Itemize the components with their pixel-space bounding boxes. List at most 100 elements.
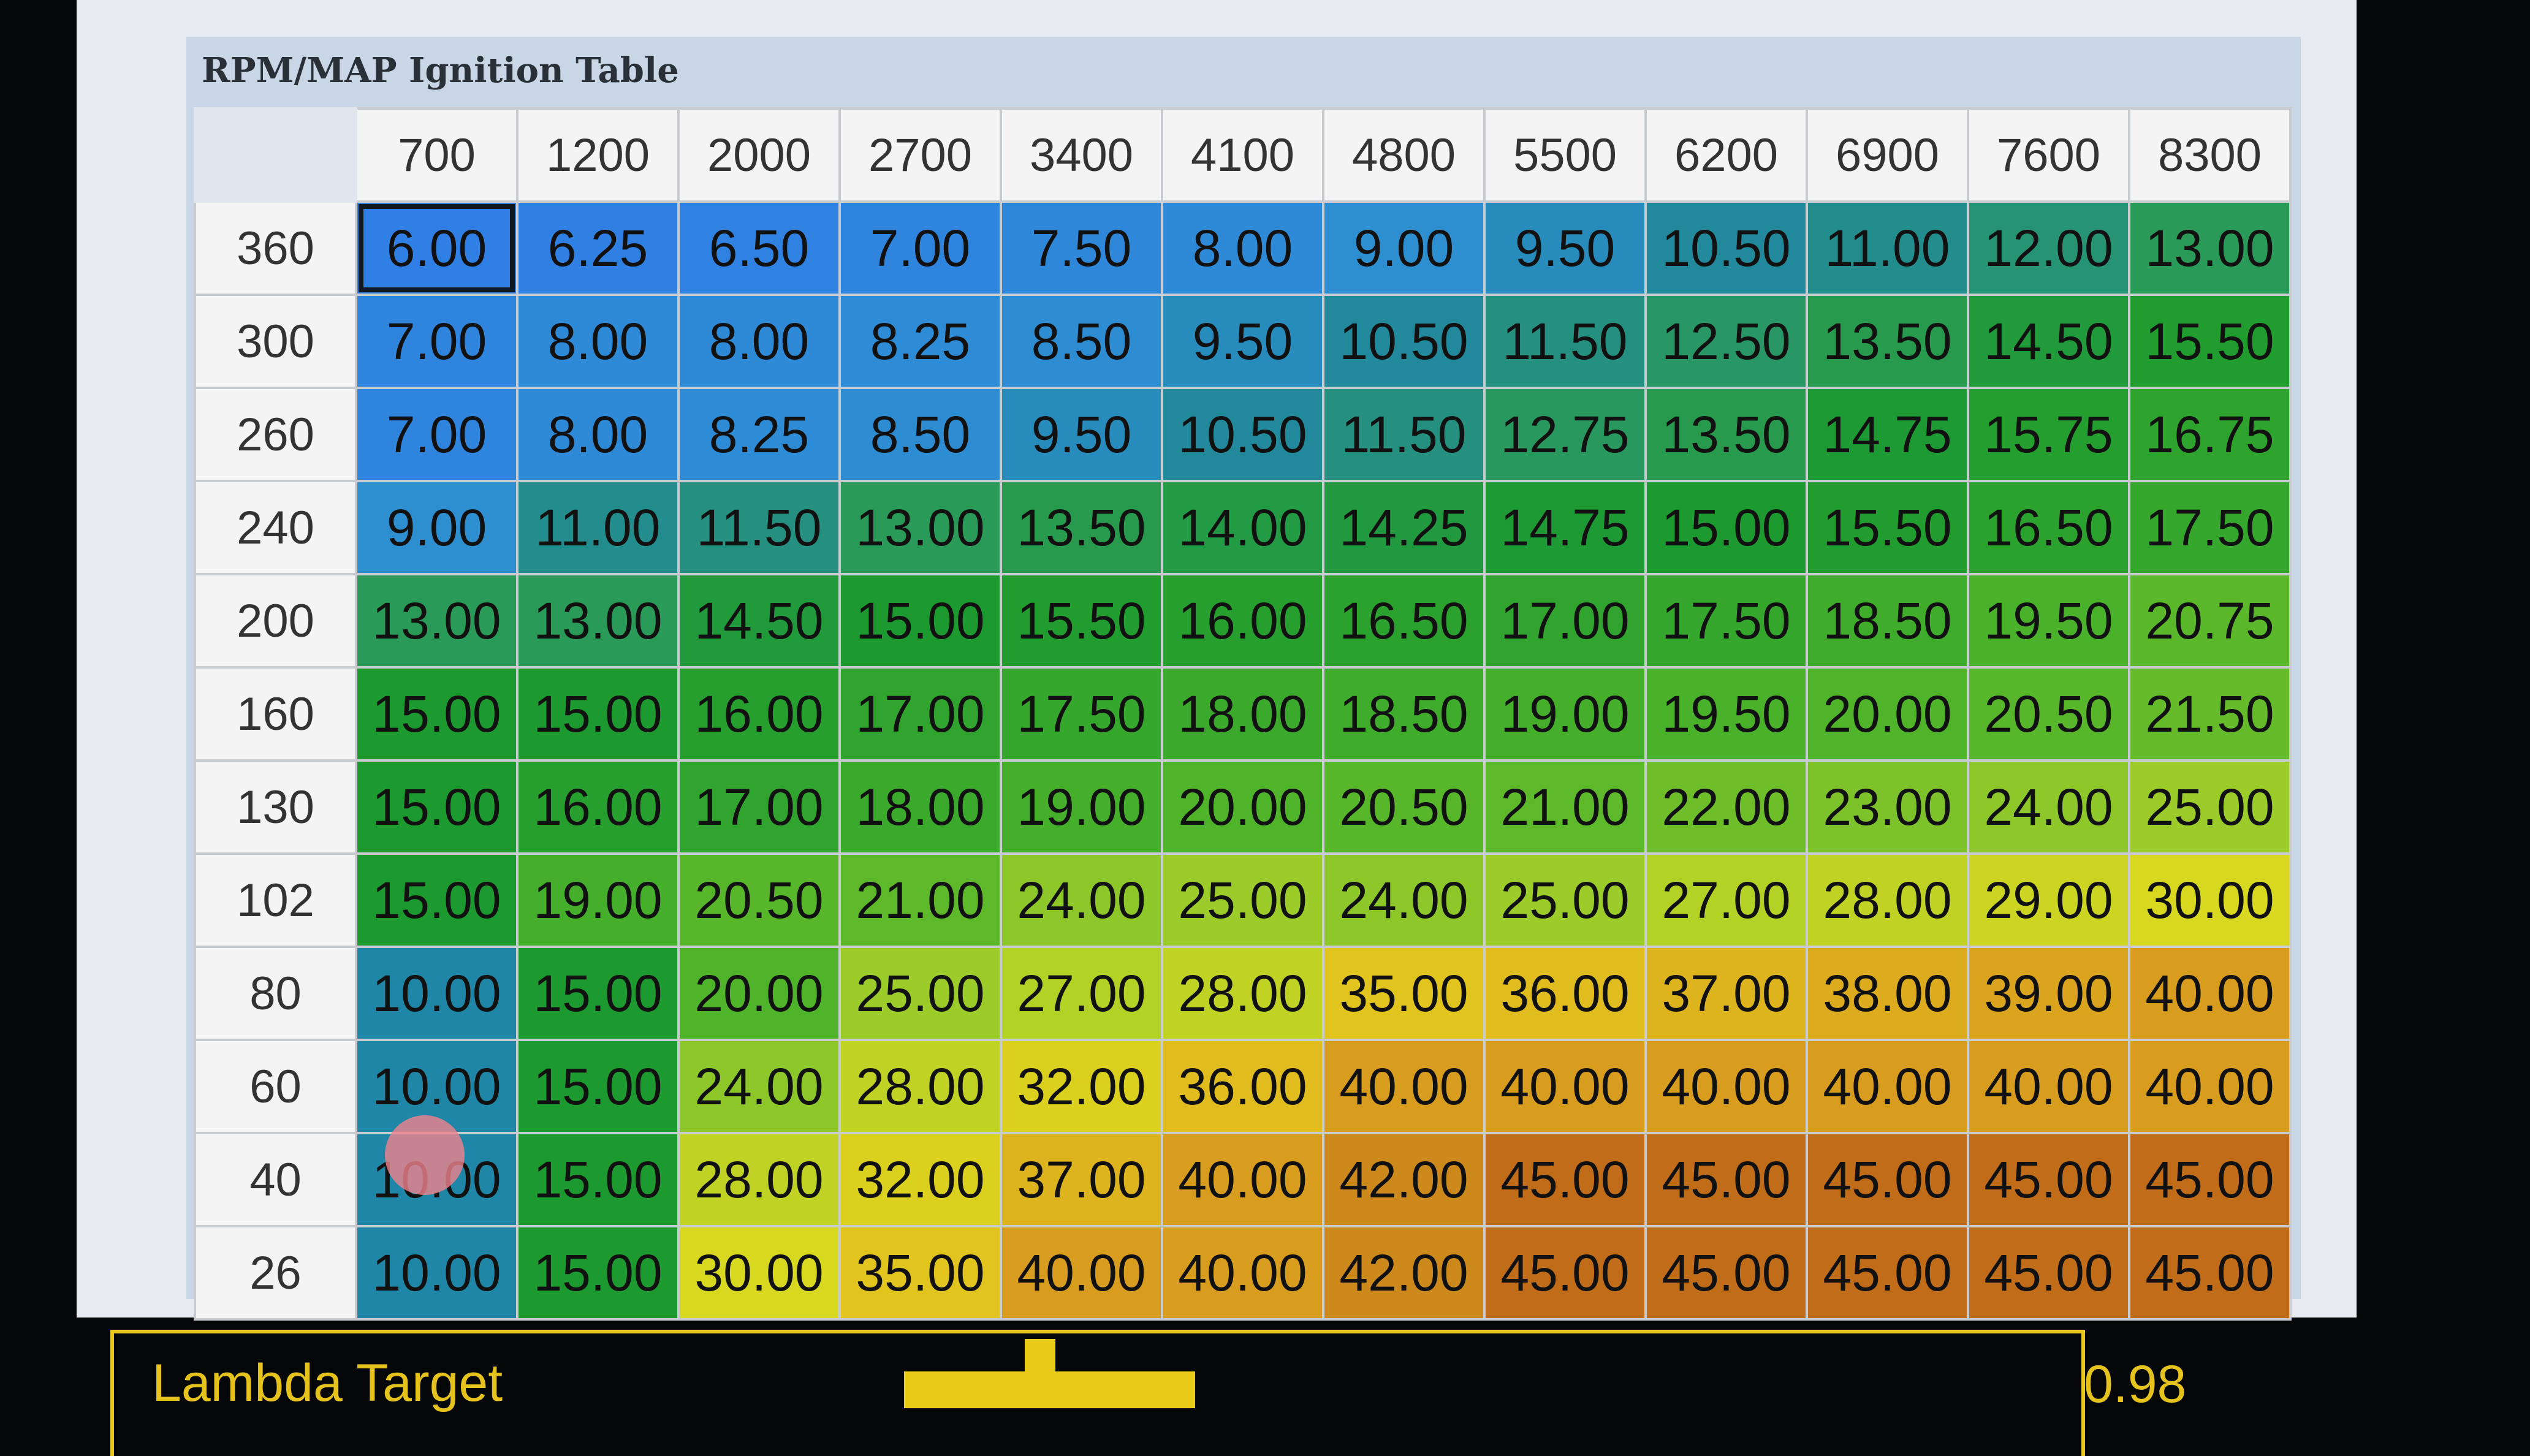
table-cell[interactable]: 18.50: [1322, 666, 1486, 762]
table-cell[interactable]: 13.50: [1806, 294, 1969, 389]
table-cell[interactable]: 24.00: [1967, 759, 2130, 855]
table-cell[interactable]: 19.50: [1644, 666, 1808, 762]
table-cell[interactable]: 42.00: [1322, 1132, 1486, 1227]
table-cell[interactable]: 20.00: [1161, 759, 1324, 855]
table-cell[interactable]: 38.00: [1806, 946, 1969, 1041]
table-cell[interactable]: 37.00: [1000, 1132, 1163, 1227]
table-cell[interactable]: 15.00: [516, 946, 680, 1041]
table-cell[interactable]: 16.50: [1967, 480, 2130, 575]
table-cell[interactable]: 19.50: [1967, 573, 2130, 669]
table-cell[interactable]: 15.00: [516, 1225, 680, 1321]
table-cell[interactable]: 35.00: [838, 1225, 1002, 1321]
map-header[interactable]: 260: [194, 387, 357, 482]
table-cell[interactable]: 21.00: [838, 852, 1002, 948]
map-header[interactable]: 80: [194, 946, 357, 1041]
table-cell[interactable]: 10.50: [1161, 387, 1324, 482]
table-cell[interactable]: 12.75: [1483, 387, 1647, 482]
table-cell[interactable]: 10.00: [355, 1225, 519, 1321]
table-cell[interactable]: 7.00: [838, 200, 1002, 296]
table-cell[interactable]: 13.00: [516, 573, 680, 669]
map-header[interactable]: 60: [194, 1039, 357, 1134]
table-cell[interactable]: 10.00: [355, 946, 519, 1041]
table-cell[interactable]: 40.00: [1483, 1039, 1647, 1134]
table-cell[interactable]: 9.00: [1322, 200, 1486, 296]
table-cell[interactable]: 15.75: [1967, 387, 2130, 482]
table-cell[interactable]: 39.00: [1967, 946, 2130, 1041]
table-cell[interactable]: 8.25: [838, 294, 1002, 389]
table-cell[interactable]: 12.50: [1644, 294, 1808, 389]
table-cell[interactable]: 14.75: [1483, 480, 1647, 575]
table-cell[interactable]: 24.00: [1000, 852, 1163, 948]
table-cell[interactable]: 28.00: [677, 1132, 841, 1227]
table-cell[interactable]: 17.50: [2128, 480, 2292, 575]
table-cell[interactable]: 20.50: [1967, 666, 2130, 762]
table-cell[interactable]: 20.00: [677, 946, 841, 1041]
table-cell[interactable]: 16.00: [516, 759, 680, 855]
table-cell[interactable]: 15.00: [516, 1132, 680, 1227]
map-header[interactable]: 160: [194, 666, 357, 762]
table-cell[interactable]: 40.00: [1161, 1132, 1324, 1227]
table-cell[interactable]: 40.00: [1806, 1039, 1969, 1134]
table-cell[interactable]: 45.00: [1644, 1132, 1808, 1227]
table-cell[interactable]: 20.75: [2128, 573, 2292, 669]
table-cell[interactable]: 8.00: [516, 294, 680, 389]
table-cell[interactable]: 16.50: [1322, 573, 1486, 669]
lambda-target-panel[interactable]: Lambda Target: [110, 1330, 2085, 1456]
table-cell[interactable]: 42.00: [1322, 1225, 1486, 1321]
table-cell[interactable]: 40.00: [1322, 1039, 1486, 1134]
table-cell[interactable]: 28.00: [1161, 946, 1324, 1041]
map-header[interactable]: 26: [194, 1225, 357, 1321]
rpm-header[interactable]: 4100: [1161, 107, 1324, 203]
table-cell[interactable]: 20.50: [1322, 759, 1486, 855]
table-cell[interactable]: 23.00: [1806, 759, 1969, 855]
table-cell[interactable]: 18.00: [838, 759, 1002, 855]
table-cell[interactable]: 20.00: [1806, 666, 1969, 762]
map-header[interactable]: 360: [194, 200, 357, 296]
map-header[interactable]: 240: [194, 480, 357, 575]
table-cell[interactable]: 45.00: [2128, 1225, 2292, 1321]
map-header[interactable]: 300: [194, 294, 357, 389]
table-cell[interactable]: 36.00: [1161, 1039, 1324, 1134]
map-header[interactable]: 130: [194, 759, 357, 855]
table-cell[interactable]: 12.00: [1967, 200, 2130, 296]
table-cell[interactable]: 16.00: [677, 666, 841, 762]
table-cell[interactable]: 45.00: [2128, 1132, 2292, 1227]
table-cell[interactable]: 8.00: [516, 387, 680, 482]
rpm-header[interactable]: 3400: [1000, 107, 1163, 203]
table-cell[interactable]: 13.00: [2128, 200, 2292, 296]
table-cell[interactable]: 24.00: [677, 1039, 841, 1134]
table-cell[interactable]: 13.50: [1000, 480, 1163, 575]
table-cell[interactable]: 14.00: [1161, 480, 1324, 575]
table-cell[interactable]: 8.50: [1000, 294, 1163, 389]
table-cell[interactable]: 8.00: [677, 294, 841, 389]
map-header[interactable]: 200: [194, 573, 357, 669]
table-cell[interactable]: 17.00: [838, 666, 1002, 762]
table-cell[interactable]: 7.00: [355, 387, 519, 482]
table-cell[interactable]: 45.00: [1967, 1225, 2130, 1321]
table-cell[interactable]: 13.00: [355, 573, 519, 669]
table-cell[interactable]: 15.50: [1806, 480, 1969, 575]
table-cell[interactable]: 22.00: [1644, 759, 1808, 855]
table-cell[interactable]: 13.00: [838, 480, 1002, 575]
table-cell[interactable]: 40.00: [2128, 946, 2292, 1041]
table-cell[interactable]: 40.00: [2128, 1039, 2292, 1134]
table-cell[interactable]: 45.00: [1806, 1132, 1969, 1227]
rpm-header[interactable]: 6900: [1806, 107, 1969, 203]
table-cell[interactable]: 21.00: [1483, 759, 1647, 855]
table-cell[interactable]: 15.00: [355, 759, 519, 855]
table-cell[interactable]: 32.00: [1000, 1039, 1163, 1134]
table-cell[interactable]: 11.00: [1806, 200, 1969, 296]
table-cell[interactable]: 40.00: [1644, 1039, 1808, 1134]
rpm-header[interactable]: 2000: [677, 107, 841, 203]
table-cell[interactable]: 15.00: [838, 573, 1002, 669]
table-cell[interactable]: 27.00: [1000, 946, 1163, 1041]
table-cell[interactable]: 15.00: [355, 852, 519, 948]
table-cell[interactable]: 30.00: [677, 1225, 841, 1321]
table-cell[interactable]: 45.00: [1483, 1132, 1647, 1227]
table-cell[interactable]: 15.00: [516, 666, 680, 762]
table-cell[interactable]: 11.50: [1322, 387, 1486, 482]
table-cell[interactable]: 40.00: [1161, 1225, 1324, 1321]
table-cell[interactable]: 10.50: [1322, 294, 1486, 389]
table-cell[interactable]: 21.50: [2128, 666, 2292, 762]
table-cell[interactable]: 6.00: [355, 200, 519, 296]
